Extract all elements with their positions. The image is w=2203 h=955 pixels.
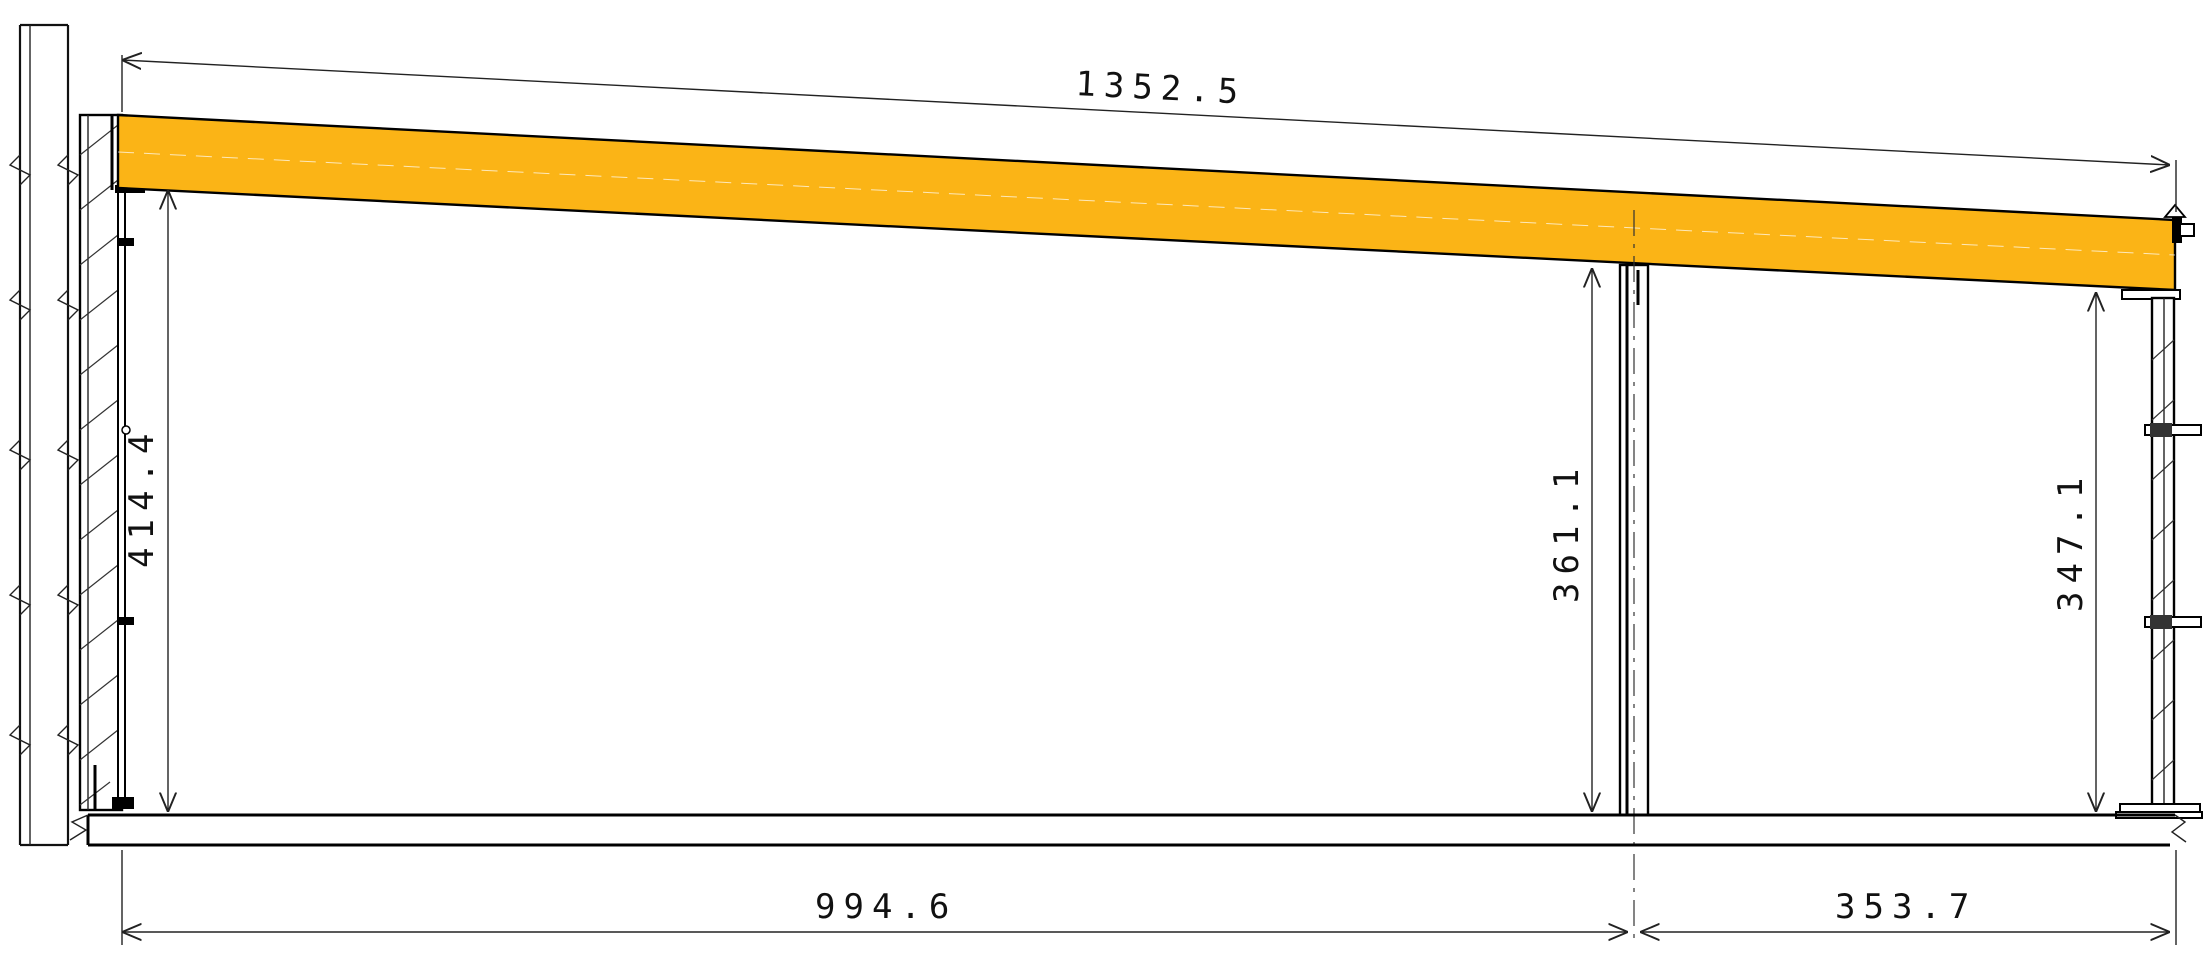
roof-beam — [110, 113, 2177, 292]
dimension-right-height: 347.1 — [2051, 292, 2096, 812]
dimension-text-right-height: 347.1 — [2051, 470, 2091, 612]
dimension-text-left-height: 414.4 — [122, 426, 162, 568]
right-post — [2115, 296, 2203, 819]
dimension-text-left-span: 994.6 — [815, 887, 957, 927]
floor-slab — [69, 813, 2187, 847]
dimension-text-middle-height: 361.1 — [1547, 461, 1587, 603]
dimension-left-height: 414.4 — [122, 190, 168, 812]
dimension-middle-height: 361.1 — [1547, 268, 1592, 812]
dimension-text-right-span: 353.7 — [1835, 887, 1977, 927]
middle-post — [1618, 210, 1650, 940]
dimension-bottom-spans: 994.6 353.7 — [121, 850, 2177, 945]
existing-wall — [8, 23, 80, 847]
right-beam-end — [2121, 203, 2195, 300]
dimension-beam-length: 1352.5 — [121, 55, 2177, 212]
dimension-text-beam-length: 1352.5 — [1075, 64, 1248, 113]
